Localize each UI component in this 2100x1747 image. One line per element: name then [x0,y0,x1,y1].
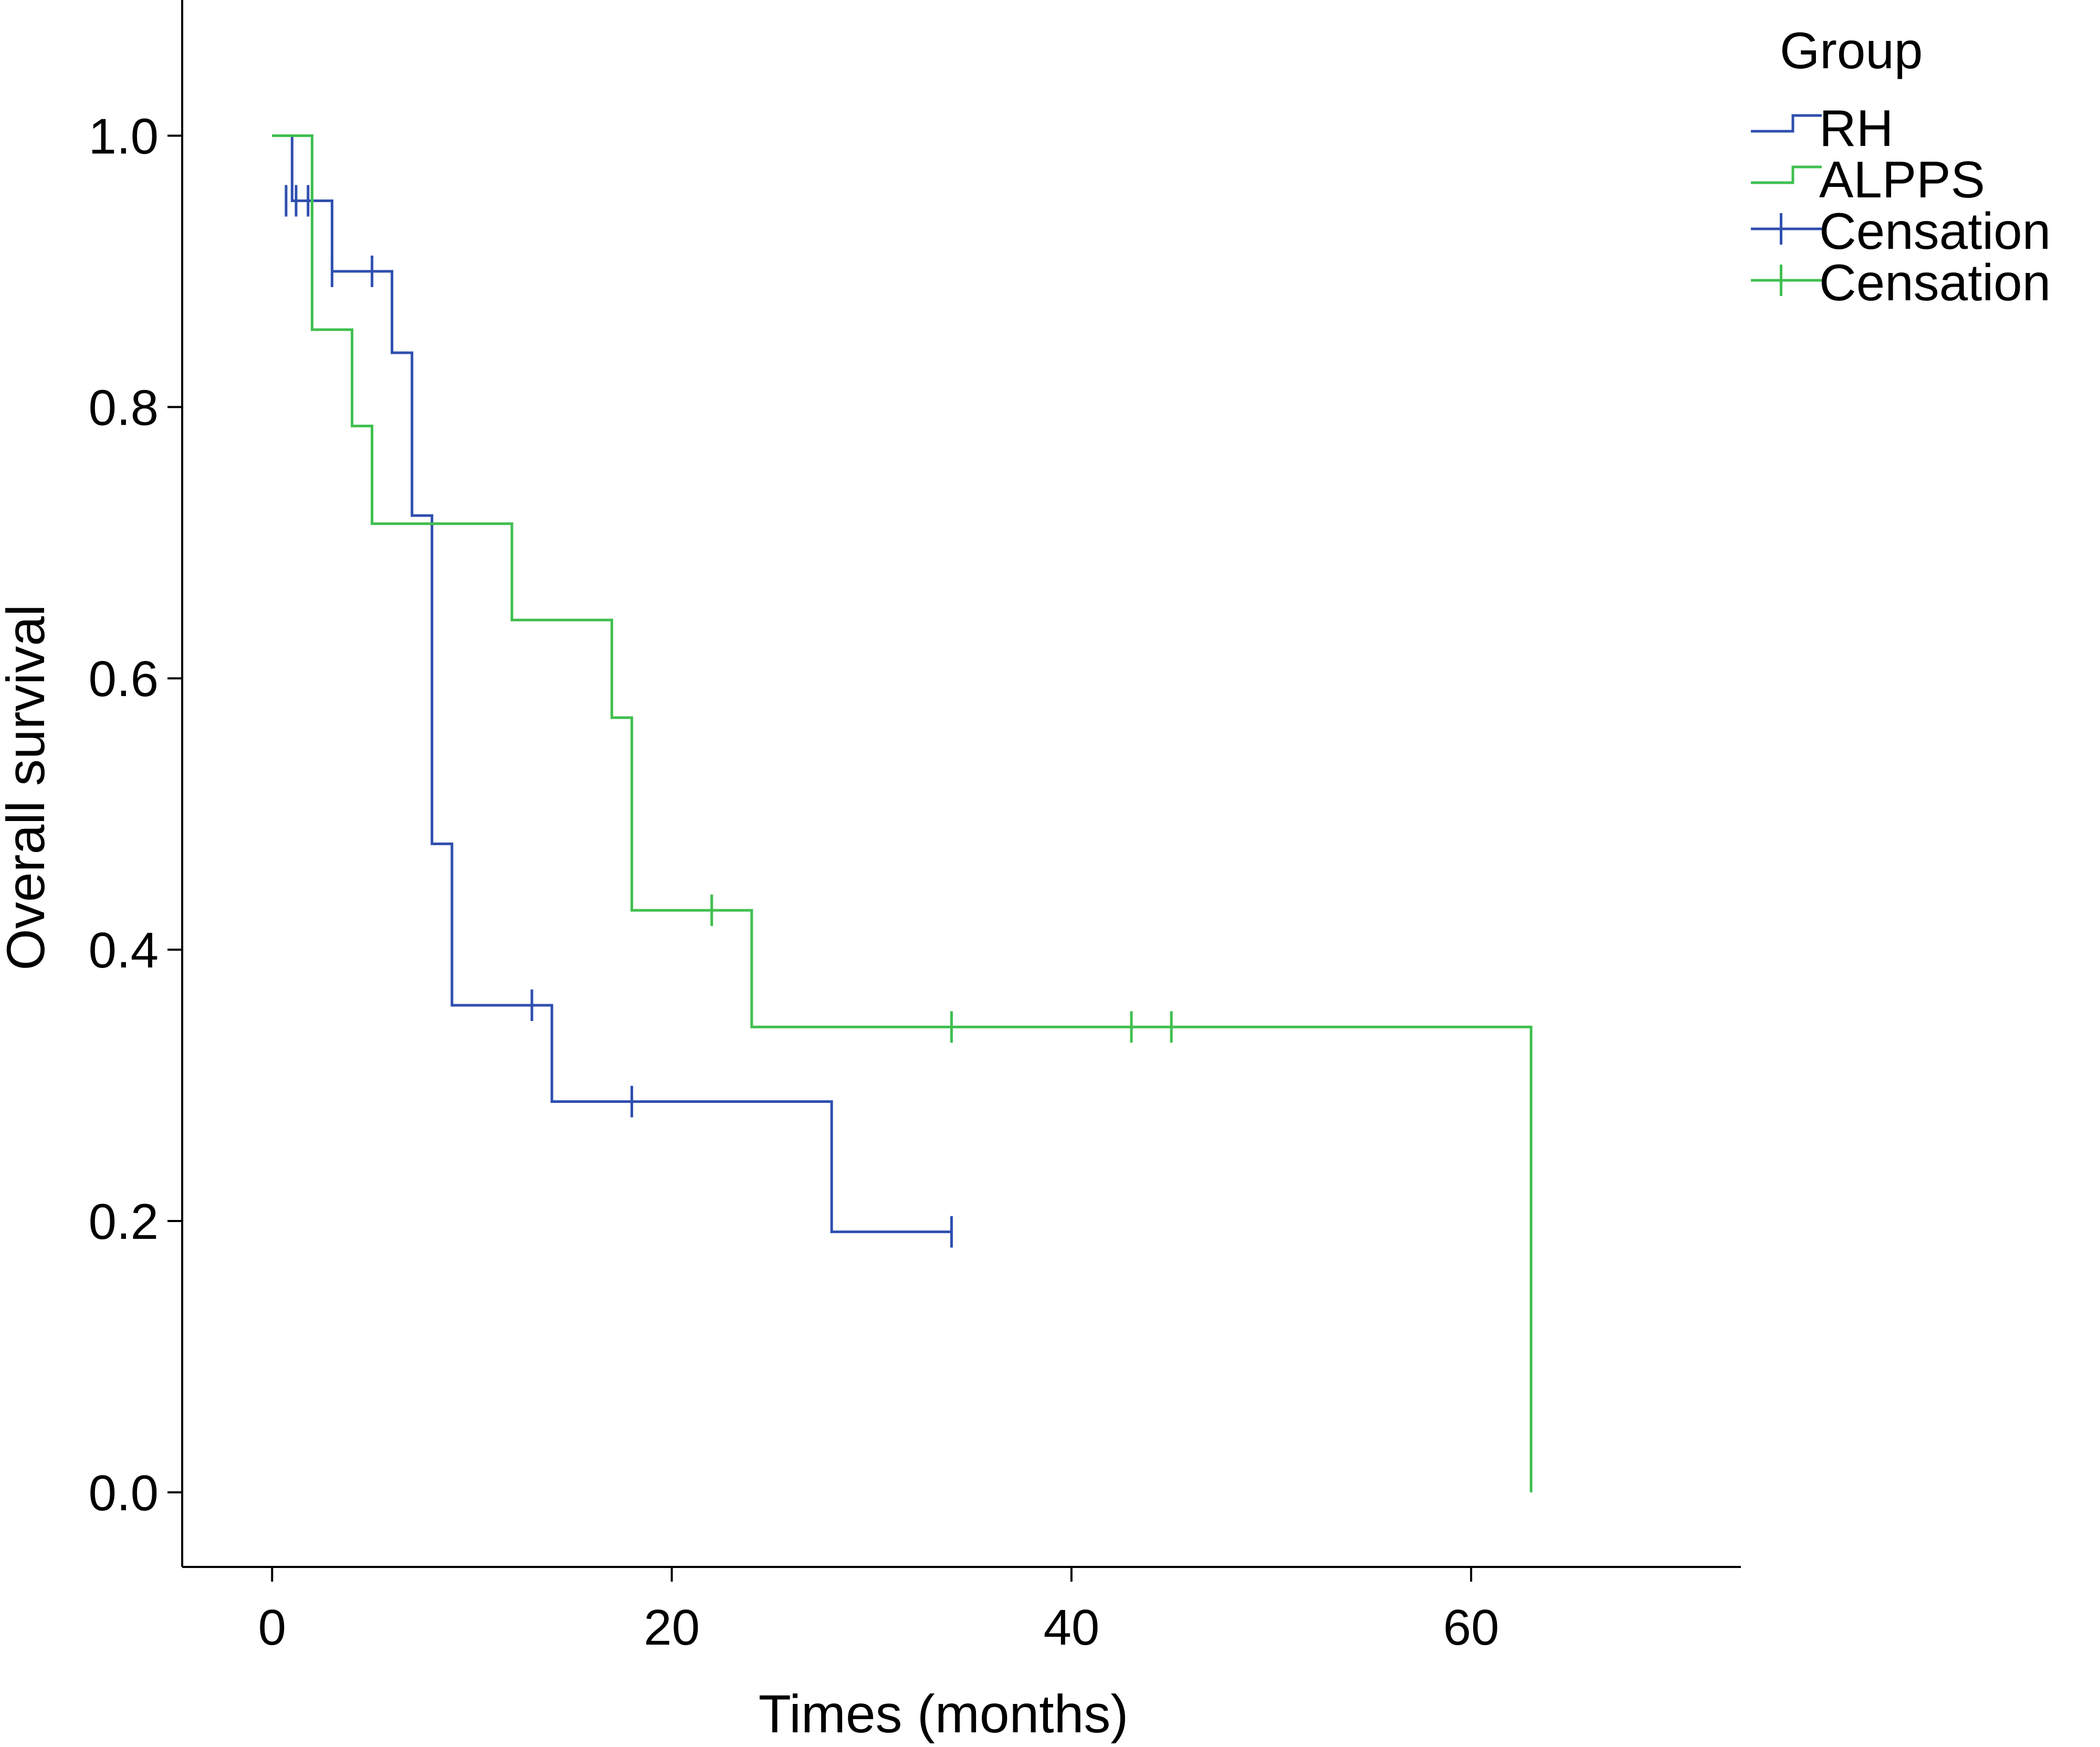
legend-step-swatch [1751,165,1822,184]
legend-label: Censation [1819,254,2051,311]
survival-curve-alpps [272,134,1532,1492]
survival-curve-rh [272,134,952,1234]
series-alpps [272,134,1532,1492]
x-axis-title: Times (months) [759,1684,1129,1744]
x-tick-label: 0 [258,1599,286,1656]
legend-entry: ALPPS [1751,151,1985,208]
plot-area: 0.0 0.2 0.4 0.6 0.8 1.0 0 20 40 60 [89,0,1741,1656]
y-tick-label: 0.4 [89,922,159,978]
y-axis-title: Overall survival [0,604,56,970]
legend-entry: RH [1751,99,1894,157]
series-layer [272,134,1532,1492]
y-axis-ticks: 0.0 0.2 0.4 0.6 0.8 1.0 [89,108,182,1521]
legend-entry: Censation [1751,254,2051,311]
x-tick-label: 60 [1443,1599,1499,1656]
legend-label: ALPPS [1819,151,1985,208]
legend-label: Censation [1819,202,2051,260]
x-axis-ticks: 0 20 40 60 [258,1567,1499,1656]
y-tick-label: 0.2 [89,1194,159,1250]
legend-label: RH [1819,99,1894,157]
y-tick-label: 1.0 [89,108,159,164]
x-tick-label: 40 [1043,1599,1099,1656]
y-tick-label: 0.0 [89,1465,159,1521]
y-tick-label: 0.8 [89,380,159,436]
y-tick-label: 0.6 [89,651,159,707]
legend-step-swatch [1751,114,1822,133]
x-tick-label: 20 [644,1599,700,1656]
legend-title: Group [1780,22,1923,79]
series-rh [272,134,953,1248]
legend-entry: Censation [1751,202,2051,260]
